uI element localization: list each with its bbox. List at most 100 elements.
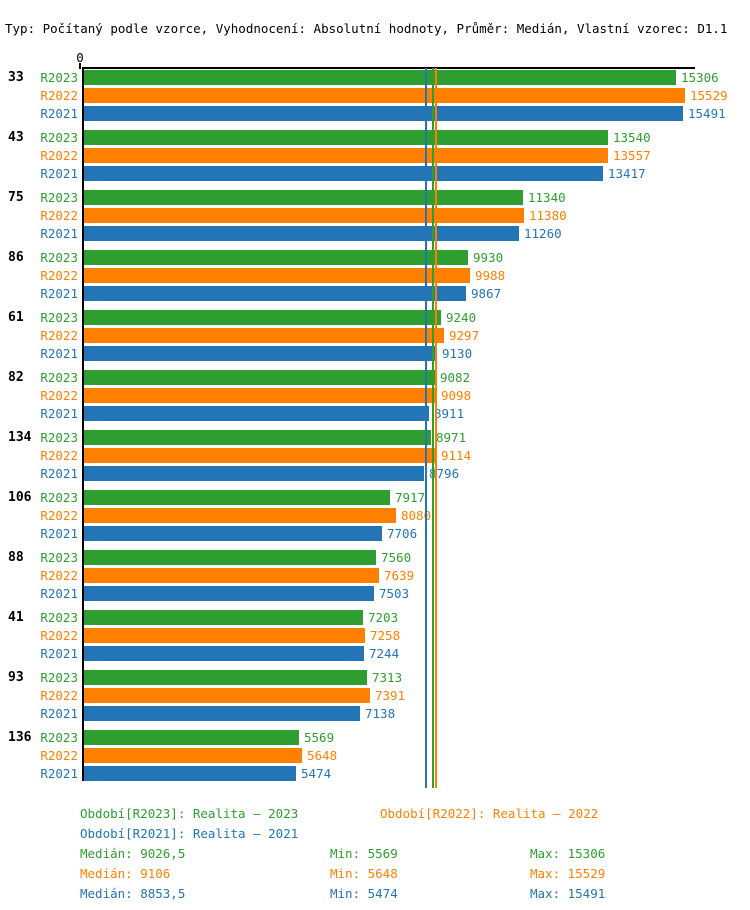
bar-group-88: 88 R2023 7560 R2022 7639 R2021 7503 <box>0 548 750 602</box>
bar-value-label: 11260 <box>524 225 562 241</box>
bar-row-R2021-33: R2021 15491 <box>0 104 750 122</box>
bar-row-R2023-41: 41 R2023 7203 <box>0 608 750 626</box>
category-label: 41 <box>8 609 24 625</box>
bar-row-R2021-75: R2021 11260 <box>0 224 750 242</box>
median-line-R2021 <box>425 68 427 788</box>
bar-area: 8911 <box>84 405 465 421</box>
bar-row-R2022-61: R2022 9297 <box>0 326 750 344</box>
series-label-R2022: R2022 <box>40 747 78 763</box>
bar-value-label: 13417 <box>608 165 646 181</box>
bar-group-33: 33 R2023 15306 R2022 15529 R2021 15491 <box>0 68 750 122</box>
bar-R2021-106 <box>84 525 382 541</box>
bar-row-R2021-86: R2021 9867 <box>0 284 750 302</box>
bar-area: 9988 <box>84 267 506 283</box>
bar-value-label: 7244 <box>369 645 400 661</box>
bar-area: 8796 <box>84 465 459 481</box>
bar-group-86: 86 R2023 9930 R2022 9988 R2021 9867 <box>0 248 750 302</box>
series-label-R2021: R2021 <box>40 645 78 661</box>
bar-R2021-88 <box>84 585 374 601</box>
bar-value-label: 9988 <box>475 267 506 283</box>
bar-value-label: 7706 <box>387 525 418 541</box>
bar-row-R2023-33: 33 R2023 15306 <box>0 68 750 86</box>
axis-top-line <box>82 67 695 69</box>
bar-row-R2022-43: R2022 13557 <box>0 146 750 164</box>
bar-R2022-75 <box>84 207 524 223</box>
series-label-R2023: R2023 <box>40 129 78 145</box>
bar-value-label: 7138 <box>365 705 396 721</box>
bar-R2022-134 <box>84 447 436 463</box>
bar-value-label: 5474 <box>301 765 332 781</box>
bar-row-R2023-88: 88 R2023 7560 <box>0 548 750 566</box>
bar-value-label: 5569 <box>304 729 335 745</box>
bar-R2022-61 <box>84 327 444 343</box>
series-label-R2021: R2021 <box>40 105 78 121</box>
bar-value-label: 7503 <box>379 585 410 601</box>
bar-row-R2021-43: R2021 13417 <box>0 164 750 182</box>
series-label-R2023: R2023 <box>40 489 78 505</box>
bar-R2023-82 <box>84 369 435 385</box>
bar-area: 11380 <box>84 207 567 223</box>
legend-item-r2021: Období[R2021]: Realita – 2021 <box>80 826 299 841</box>
bar-R2021-86 <box>84 285 466 301</box>
stat-median-r2021: Medián: 8853,5 <box>80 886 186 901</box>
series-label-R2022: R2022 <box>40 87 78 103</box>
bar-area: 8080 <box>84 507 431 523</box>
bar-R2022-41 <box>84 627 365 643</box>
bar-groups: 33 R2023 15306 R2022 15529 R2021 15491 43 R2023 1… <box>0 68 750 788</box>
median-line-R2022 <box>435 68 437 788</box>
series-label-R2023: R2023 <box>40 669 78 685</box>
series-label-R2021: R2021 <box>40 705 78 721</box>
bar-value-label: 9098 <box>441 387 472 403</box>
bar-R2021-61 <box>84 345 437 361</box>
bar-R2023-33 <box>84 69 676 85</box>
bar-area: 7560 <box>84 549 412 565</box>
category-label: 75 <box>8 189 24 205</box>
bar-area: 7639 <box>84 567 415 583</box>
series-label-R2021: R2021 <box>40 585 78 601</box>
stat-min-r2022: Min: 5648 <box>330 866 398 881</box>
category-label: 88 <box>8 549 24 565</box>
bar-R2023-134 <box>84 429 431 445</box>
bar-value-label: 7917 <box>395 489 426 505</box>
bar-R2023-93 <box>84 669 367 685</box>
bar-value-label: 7639 <box>384 567 415 583</box>
bar-row-R2022-33: R2022 15529 <box>0 86 750 104</box>
bar-group-134: 134 R2023 8971 R2022 9114 R2021 8796 <box>0 428 750 482</box>
bar-row-R2023-75: 75 R2023 11340 <box>0 188 750 206</box>
bar-area: 15306 <box>84 69 719 85</box>
bar-area: 7203 <box>84 609 398 625</box>
chart-title: Typ: Počítaný podle vzorce, Vyhodnocení:… <box>5 21 728 36</box>
bar-value-label: 7560 <box>381 549 412 565</box>
bar-area: 9114 <box>84 447 471 463</box>
bar-R2022-86 <box>84 267 470 283</box>
bar-area: 13417 <box>84 165 646 181</box>
series-label-R2022: R2022 <box>40 267 78 283</box>
series-label-R2022: R2022 <box>40 147 78 163</box>
series-label-R2022: R2022 <box>40 567 78 583</box>
axis-zero-label: 0 <box>76 50 84 65</box>
bar-R2021-43 <box>84 165 603 181</box>
category-label: 136 <box>8 729 32 745</box>
series-label-R2021: R2021 <box>40 765 78 781</box>
stat-max-r2021: Max: 15491 <box>530 886 606 901</box>
bar-row-R2021-134: R2021 8796 <box>0 464 750 482</box>
bar-area: 7503 <box>84 585 410 601</box>
bar-row-R2023-61: 61 R2023 9240 <box>0 308 750 326</box>
series-label-R2022: R2022 <box>40 627 78 643</box>
bar-value-label: 11340 <box>528 189 566 205</box>
bar-value-label: 9130 <box>442 345 473 361</box>
bar-R2023-61 <box>84 309 441 325</box>
bar-R2021-136 <box>84 765 296 781</box>
bar-group-136: 136 R2023 5569 R2022 5648 R2021 5474 <box>0 728 750 782</box>
bar-R2023-43 <box>84 129 608 145</box>
bar-value-label: 8911 <box>434 405 465 421</box>
bar-R2022-88 <box>84 567 379 583</box>
bar-R2022-33 <box>84 87 685 103</box>
series-label-R2023: R2023 <box>40 549 78 565</box>
series-label-R2023: R2023 <box>40 429 78 445</box>
bar-area: 13540 <box>84 129 651 145</box>
bar-group-75: 75 R2023 11340 R2022 11380 R2021 11260 <box>0 188 750 242</box>
stat-median-r2022: Medián: 9106 <box>80 866 171 881</box>
bar-R2022-136 <box>84 747 302 763</box>
